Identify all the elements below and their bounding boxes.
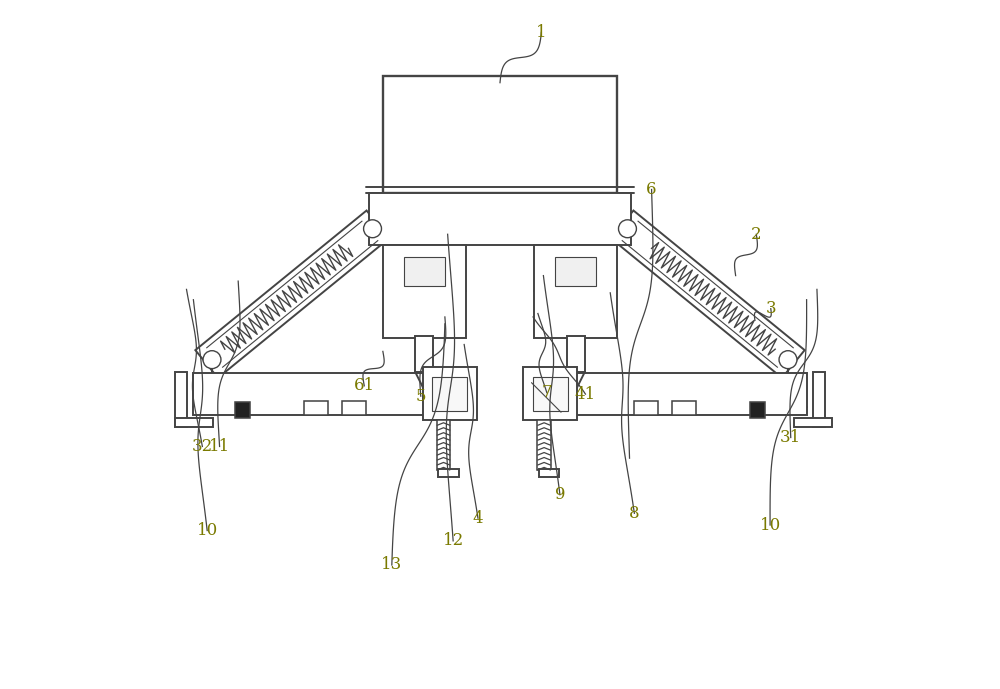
Bar — [534, 245, 617, 338]
Bar — [437, 420, 450, 470]
Bar — [342, 401, 366, 415]
Circle shape — [619, 220, 636, 238]
Text: 3: 3 — [765, 300, 776, 317]
Bar — [415, 336, 433, 372]
Text: 2: 2 — [751, 226, 762, 243]
Circle shape — [779, 351, 797, 369]
Bar — [555, 257, 596, 287]
Bar — [175, 418, 213, 427]
Bar — [539, 469, 559, 477]
Bar — [175, 372, 187, 427]
Bar — [369, 193, 631, 245]
Bar — [533, 377, 568, 411]
Text: 10: 10 — [759, 517, 781, 533]
Bar — [235, 402, 250, 418]
Bar — [383, 76, 617, 193]
Bar — [432, 377, 467, 411]
Circle shape — [364, 220, 381, 238]
Text: 1: 1 — [536, 24, 547, 41]
Bar — [567, 336, 585, 372]
Text: 8: 8 — [629, 505, 640, 522]
Text: 41: 41 — [575, 386, 596, 402]
Text: 4: 4 — [473, 510, 483, 526]
Text: 7: 7 — [542, 384, 552, 401]
Text: 10: 10 — [197, 522, 218, 539]
Bar — [538, 373, 807, 415]
Bar — [195, 211, 389, 378]
Text: 6: 6 — [646, 181, 657, 198]
Bar — [672, 401, 696, 415]
Text: 5: 5 — [416, 388, 426, 404]
Bar — [813, 372, 825, 427]
Bar — [750, 402, 765, 418]
Bar — [611, 211, 805, 378]
Bar — [438, 469, 459, 477]
Bar — [383, 245, 466, 338]
Text: 61: 61 — [354, 378, 375, 394]
Bar — [193, 373, 462, 415]
Bar — [537, 420, 551, 470]
Text: 32: 32 — [192, 438, 213, 455]
Bar — [404, 257, 445, 287]
Bar — [423, 367, 477, 420]
Text: 11: 11 — [209, 438, 230, 455]
Text: 13: 13 — [381, 557, 402, 573]
Bar — [523, 367, 577, 420]
Text: 12: 12 — [443, 533, 464, 549]
Circle shape — [203, 351, 221, 369]
Text: 31: 31 — [780, 429, 801, 446]
Bar — [634, 401, 658, 415]
Bar — [304, 401, 328, 415]
Bar — [794, 418, 832, 427]
Text: 9: 9 — [555, 486, 565, 503]
